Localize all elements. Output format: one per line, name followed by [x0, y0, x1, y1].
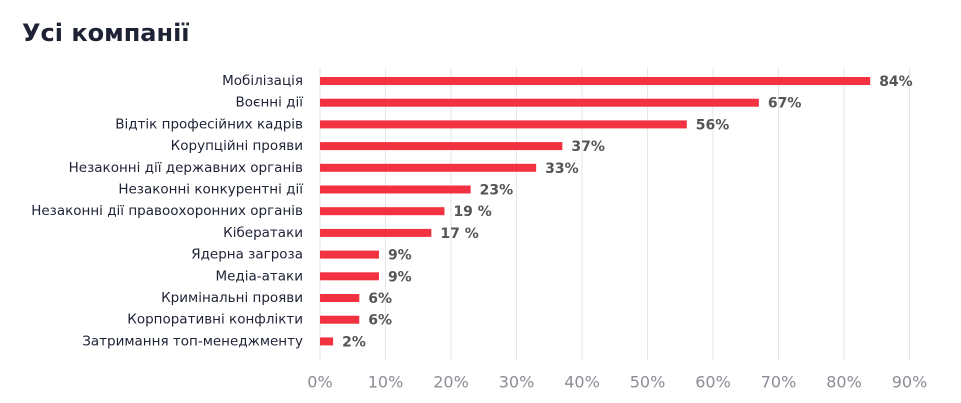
category-label: Затримання топ-менеджменту	[82, 333, 303, 349]
category-label: Кримінальні прояви	[161, 290, 303, 306]
value-label: 33%	[545, 161, 579, 177]
bar	[320, 315, 360, 324]
bar	[320, 120, 687, 129]
category-label: Корупційні прояви	[171, 138, 303, 154]
category-label: Ядерна загроза	[191, 247, 303, 263]
value-label: 67%	[768, 96, 802, 112]
bar	[320, 294, 360, 302]
bar	[320, 228, 432, 237]
value-label: 9%	[388, 248, 412, 264]
category-label: Кібератаки	[223, 225, 303, 241]
x-tick-label: 20%	[433, 373, 469, 392]
bar	[320, 142, 563, 151]
value-label: 9%	[388, 269, 412, 285]
bar	[320, 77, 871, 85]
category-label: Корпоративні конфлікти	[127, 312, 303, 328]
chart-title: Усі компанії	[22, 19, 190, 47]
category-label: Медіа-атаки	[215, 268, 303, 284]
category-label: Мобілізація	[222, 73, 303, 89]
category-label: Відтік професійних кадрів	[115, 116, 303, 132]
x-tick-label: 10%	[368, 373, 404, 392]
x-tick-label: 0%	[307, 373, 332, 392]
category-label: Незаконні конкурентні дії	[118, 182, 303, 198]
x-tick-label: 80%	[826, 373, 862, 392]
x-tick-label: 70%	[761, 373, 797, 392]
bar	[320, 337, 334, 346]
category-label: Воєнні дії	[236, 95, 304, 111]
value-label: 56%	[696, 117, 730, 133]
x-tick-label: 50%	[630, 373, 666, 392]
x-tick-label: 60%	[695, 373, 731, 392]
value-label: 37%	[571, 139, 605, 155]
category-label: Незаконні дії правоохоронних органів	[31, 203, 303, 219]
value-label: 17 %	[440, 226, 478, 242]
value-label: 2%	[342, 334, 366, 350]
x-tick-label: 40%	[564, 373, 600, 392]
category-label: Незаконні дії державних органів	[69, 160, 303, 176]
bars	[320, 77, 871, 346]
value-label: 23%	[480, 183, 514, 199]
value-label: 6%	[368, 291, 392, 307]
bar	[320, 163, 537, 172]
x-axis-ticks: 0% 10% 20% 30% 40% 50% 60% 70% 80% 90%	[307, 373, 927, 392]
bar	[320, 207, 445, 216]
bar	[320, 250, 379, 259]
x-tick-label: 90%	[892, 373, 928, 392]
x-tick-label: 30%	[499, 373, 535, 392]
bar	[320, 272, 379, 281]
bar	[320, 98, 759, 107]
value-label: 6%	[368, 313, 392, 329]
value-label: 19 %	[453, 204, 491, 220]
value-labels: 84%67%56%37%33%23%19 %17 %9%9%6%6%2%	[342, 74, 913, 350]
value-label: 84%	[879, 74, 913, 90]
bar	[320, 185, 471, 194]
category-labels: Мобілізація Воєнні дії Відтік професійних …	[31, 73, 303, 349]
